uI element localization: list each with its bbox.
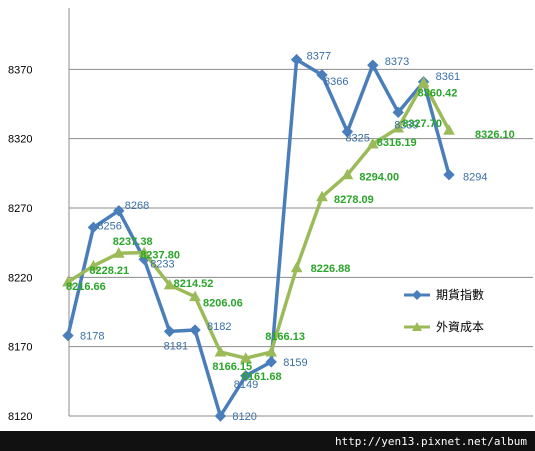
watermark-text: http://yen13.pixnet.net/album [335,435,527,448]
data-point [62,329,74,342]
data-label: 8326.10 [475,129,515,141]
data-label: 8149 [234,379,258,391]
data-point [316,190,328,202]
data-label: 8361 [436,71,460,83]
data-label: 8166.13 [265,331,305,343]
data-point [189,324,201,336]
data-label: 8377 [307,51,331,63]
data-point [443,124,455,135]
legend-foreign-marker [412,322,422,331]
data-label: 8268 [125,200,149,212]
y-tick-label: 8120 [8,411,32,423]
y-tick-label: 8170 [8,342,32,354]
data-point [240,370,252,382]
data-label: 8226.88 [311,263,351,275]
y-tick-label: 8220 [8,272,32,284]
data-point [443,169,455,181]
y-axis-ticks: 8120 8170 8220 8270 8320 8370 [8,64,32,423]
data-label: 8159 [283,357,307,369]
data-label: 8182 [207,321,231,333]
y-tick-label: 8320 [8,134,32,146]
data-label: 8237.38 [113,236,153,248]
legend-foreign-label: 外資成本 [436,320,484,334]
data-label: 8360.42 [418,88,458,100]
series-line [67,80,451,360]
series-foreign-cost [62,76,455,363]
data-point [290,261,303,273]
data-label: 8256 [97,220,121,232]
series-futures-index [62,53,455,422]
y-tick-label: 8270 [8,203,32,215]
data-label: 8294.00 [359,172,399,184]
data-point [417,76,430,88]
legend-futures-marker [412,290,422,300]
data-label: 8373 [385,56,409,68]
data-label: 8166.15 [212,361,252,373]
legend: 期貨指數 外資成本 [404,287,484,334]
data-point [214,345,227,357]
data-point [87,221,100,234]
data-label: 8206.06 [203,298,243,310]
data-point [341,168,354,180]
data-point [239,352,252,363]
data-label: 8120 [232,411,256,423]
data-point [290,53,303,66]
data-label: 8214.52 [174,278,214,290]
data-label: 8178 [80,331,104,343]
data-point [163,325,176,338]
data-point [341,126,354,138]
watermark-bar: http://yen13.pixnet.net/album [0,431,535,451]
data-point [62,275,74,287]
data-point [87,259,100,271]
data-label: 8366 [324,76,348,88]
legend-futures-label: 期貨指數 [436,287,484,302]
data-point [112,247,125,258]
data-label: 8294 [463,172,487,184]
data-point [366,137,379,149]
data-label: 8327.70 [402,118,442,130]
y-tick-label: 8370 [8,64,32,76]
data-point [392,106,404,119]
data-point [265,356,277,368]
data-point [113,205,125,217]
data-point [316,69,328,81]
watermark-background [0,431,535,451]
data-point [189,290,201,302]
data-labels-futures-index: 8178 8256 8268 8233 8181 8182 8120 8149 8159 8377… [80,51,487,423]
data-label: 8325 [345,133,369,145]
data-point [163,278,176,290]
series-line [66,57,451,418]
data-label: 8278.09 [334,194,374,206]
data-label: 8339 [394,119,418,131]
data-label: 8316.19 [377,137,417,149]
data-point [138,246,151,258]
data-point [367,59,379,71]
data-point [265,346,278,357]
data-label: 8237.80 [140,250,180,262]
data-label: 8161.68 [242,371,282,383]
data-label: 8216.66 [66,281,106,293]
data-label: 8228.21 [89,265,129,277]
data-labels-foreign-cost: 8216.66 8228.21 8237.38 8237.80 8214.52 8206.… [66,88,515,384]
data-point [214,410,227,422]
data-label: 8181 [164,340,188,352]
data-point [392,121,405,133]
gridlines [69,68,533,417]
data-label: 8233 [150,258,174,270]
